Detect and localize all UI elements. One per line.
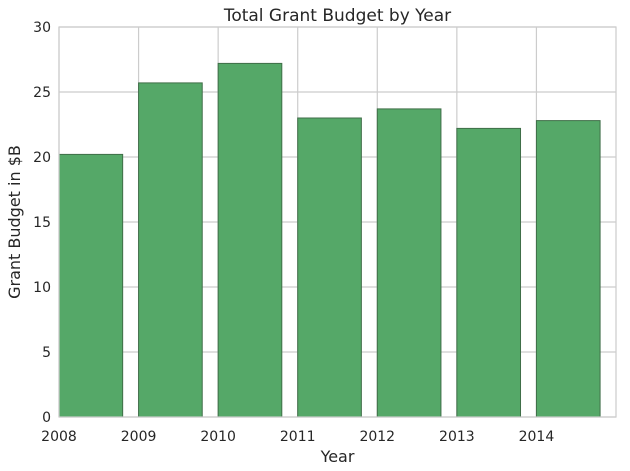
y-tick-label: 10 (33, 280, 51, 296)
chart-title: Total Grant Budget by Year (223, 6, 451, 26)
x-tick-label: 2014 (519, 429, 555, 445)
bar-2010 (217, 62, 283, 418)
x-tick-label: 2010 (200, 429, 236, 445)
y-tick-label: 0 (42, 410, 51, 426)
y-tick-labels: 0 5 10 15 20 25 30 (33, 20, 51, 426)
bar-2013 (456, 127, 522, 418)
y-tick-label: 15 (33, 215, 51, 231)
x-tick-label: 2013 (439, 429, 475, 445)
bar-2012 (376, 108, 442, 418)
x-tick-label: 2012 (359, 429, 395, 445)
bar-2009 (138, 82, 203, 418)
y-axis-title: Grant Budget in $B (5, 145, 24, 299)
y-tick-label: 30 (33, 20, 51, 36)
bar-2008 (58, 153, 124, 418)
plot-frame (58, 26, 617, 418)
x-tick-labels: 2008 2009 2010 2011 2012 2013 2014 (41, 429, 554, 445)
bar-2014 (535, 120, 601, 418)
y-tick-label: 25 (33, 85, 51, 101)
bar-2011 (297, 117, 362, 418)
x-tick-label: 2011 (280, 429, 316, 445)
bars (58, 62, 601, 418)
x-tick-label: 2009 (121, 429, 157, 445)
x-tick-label: 2008 (41, 429, 77, 445)
y-tick-label: 5 (42, 345, 51, 361)
y-tick-label: 20 (33, 150, 51, 166)
x-axis-title: Year (320, 447, 355, 466)
